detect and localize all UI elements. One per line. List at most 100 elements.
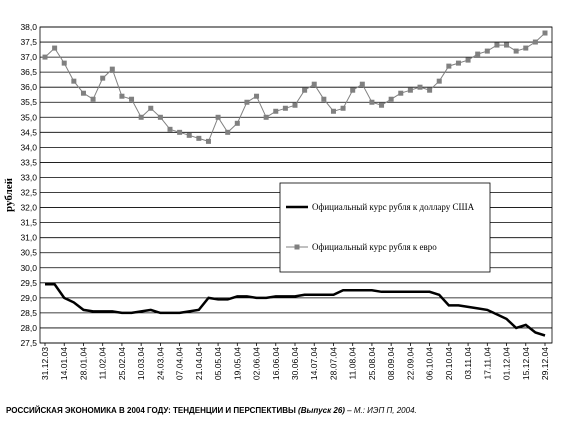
x-tick-label: 28.07.04	[328, 347, 338, 380]
series-marker	[359, 81, 365, 87]
x-tick-label: 21.04.04	[194, 347, 204, 380]
x-tick-label: 24.03.04	[155, 347, 165, 380]
y-tick-label: 38,0	[20, 22, 37, 32]
series-marker	[263, 114, 269, 120]
x-tick-label: 01.12.04	[502, 347, 512, 380]
x-tick-label: 14.01.04	[59, 347, 69, 380]
series-marker	[542, 30, 548, 36]
y-tick-label: 28,0	[20, 323, 37, 333]
y-axis-label: рублей	[3, 177, 15, 212]
source-publisher: – М.: ИЭП П, 2004.	[345, 406, 417, 415]
series-marker	[523, 45, 529, 51]
series-marker	[465, 57, 471, 63]
legend-label: Официальный курс рубля к доллару США	[312, 202, 475, 212]
series-marker	[157, 114, 163, 120]
source: РОССИЙСКАЯ ЭКОНОМИКА В 2004 ГОДУ: ТЕНДЕН…	[6, 406, 417, 415]
series-marker	[244, 99, 250, 105]
x-tick-label: 31.12.03	[40, 347, 50, 380]
x-tick-label: 03.11.04	[463, 347, 473, 380]
series-marker	[205, 138, 211, 144]
series-marker	[494, 42, 500, 48]
series-marker	[196, 135, 202, 141]
x-tick-label: 16.06.04	[271, 347, 281, 380]
x-tick-label: 25.02.04	[117, 347, 127, 380]
series-marker	[311, 81, 317, 87]
series-marker	[321, 96, 327, 102]
y-tick-label: 34,5	[20, 127, 37, 137]
x-tick-label: 08.09.04	[386, 347, 396, 380]
y-tick-label: 36,5	[20, 67, 37, 77]
series-marker	[407, 87, 413, 93]
series-marker	[292, 102, 298, 108]
series-marker	[417, 84, 423, 90]
x-tick-label: 15.12.04	[521, 347, 531, 380]
y-tick-label: 37,5	[20, 37, 37, 47]
y-tick-label: 28,5	[20, 308, 37, 318]
series-marker	[100, 75, 106, 81]
legend-label: Официальный курс рубля к евро	[312, 242, 437, 252]
series-marker	[350, 87, 356, 93]
source-issue: (Выпуск 26)	[298, 406, 345, 415]
x-tick-label: 05.05.04	[213, 347, 223, 380]
series-marker	[427, 87, 433, 93]
x-tick-label: 17.11.04	[482, 347, 492, 380]
y-tick-label: 32,0	[20, 203, 37, 213]
legend-marker	[294, 244, 300, 250]
series-marker	[52, 45, 58, 51]
y-tick-label: 29,0	[20, 293, 37, 303]
series-marker	[71, 78, 77, 84]
source-main: РОССИЙСКАЯ ЭКОНОМИКА В 2004 ГОДУ: ТЕНДЕН…	[6, 406, 296, 415]
series-marker	[61, 60, 67, 66]
series-marker	[388, 96, 394, 102]
series-marker	[177, 129, 183, 135]
series-marker	[138, 114, 144, 120]
y-tick-label: 32,5	[20, 188, 37, 198]
y-tick-label: 37,0	[20, 52, 37, 62]
series-marker	[42, 54, 48, 60]
series-marker	[398, 90, 404, 96]
y-tick-label: 35,0	[20, 112, 37, 122]
series-marker	[379, 102, 385, 108]
series-marker	[273, 108, 279, 114]
series-marker	[484, 48, 490, 54]
series-marker	[119, 93, 125, 99]
series-marker	[148, 105, 154, 111]
x-tick-label: 11.02.04	[98, 347, 108, 380]
series-line	[45, 283, 546, 337]
x-tick-label: 14.07.04	[309, 347, 319, 380]
y-tick-label: 35,5	[20, 97, 37, 107]
legend-box	[279, 182, 491, 273]
y-tick-label: 27,5	[20, 338, 37, 348]
series-marker	[215, 114, 221, 120]
y-tick-label: 29,5	[20, 278, 37, 288]
x-tick-label: 29.12.04	[540, 347, 550, 380]
y-tick-label: 31,0	[20, 233, 37, 243]
y-tick-label: 36,0	[20, 82, 37, 92]
series-marker	[90, 96, 96, 102]
series-marker	[80, 90, 86, 96]
x-tick-label: 06.10.04	[425, 347, 435, 380]
y-tick-label: 30,5	[20, 248, 37, 258]
series-marker	[330, 108, 336, 114]
series-marker	[234, 120, 240, 126]
series-marker	[513, 48, 519, 54]
y-tick-label: 34,0	[20, 142, 37, 152]
x-tick-label: 28.01.04	[78, 347, 88, 380]
series-marker	[369, 99, 375, 105]
series-marker	[532, 39, 538, 45]
y-tick-label: 31,5	[20, 218, 37, 228]
x-tick-label: 11.08.04	[348, 347, 358, 380]
series-marker	[186, 132, 192, 138]
x-tick-label: 30.06.04	[290, 347, 300, 380]
x-tick-label: 19.05.04	[232, 347, 242, 380]
series-marker	[129, 96, 135, 102]
y-tick-label: 33,5	[20, 157, 37, 167]
x-tick-label: 02.06.04	[252, 347, 262, 380]
x-tick-label: 20.10.04	[444, 347, 454, 380]
series-marker	[225, 129, 231, 135]
series-marker	[446, 63, 452, 69]
x-tick-label: 07.04.04	[175, 347, 185, 380]
series-marker	[167, 126, 173, 132]
x-tick-label: 10.03.04	[136, 347, 146, 380]
